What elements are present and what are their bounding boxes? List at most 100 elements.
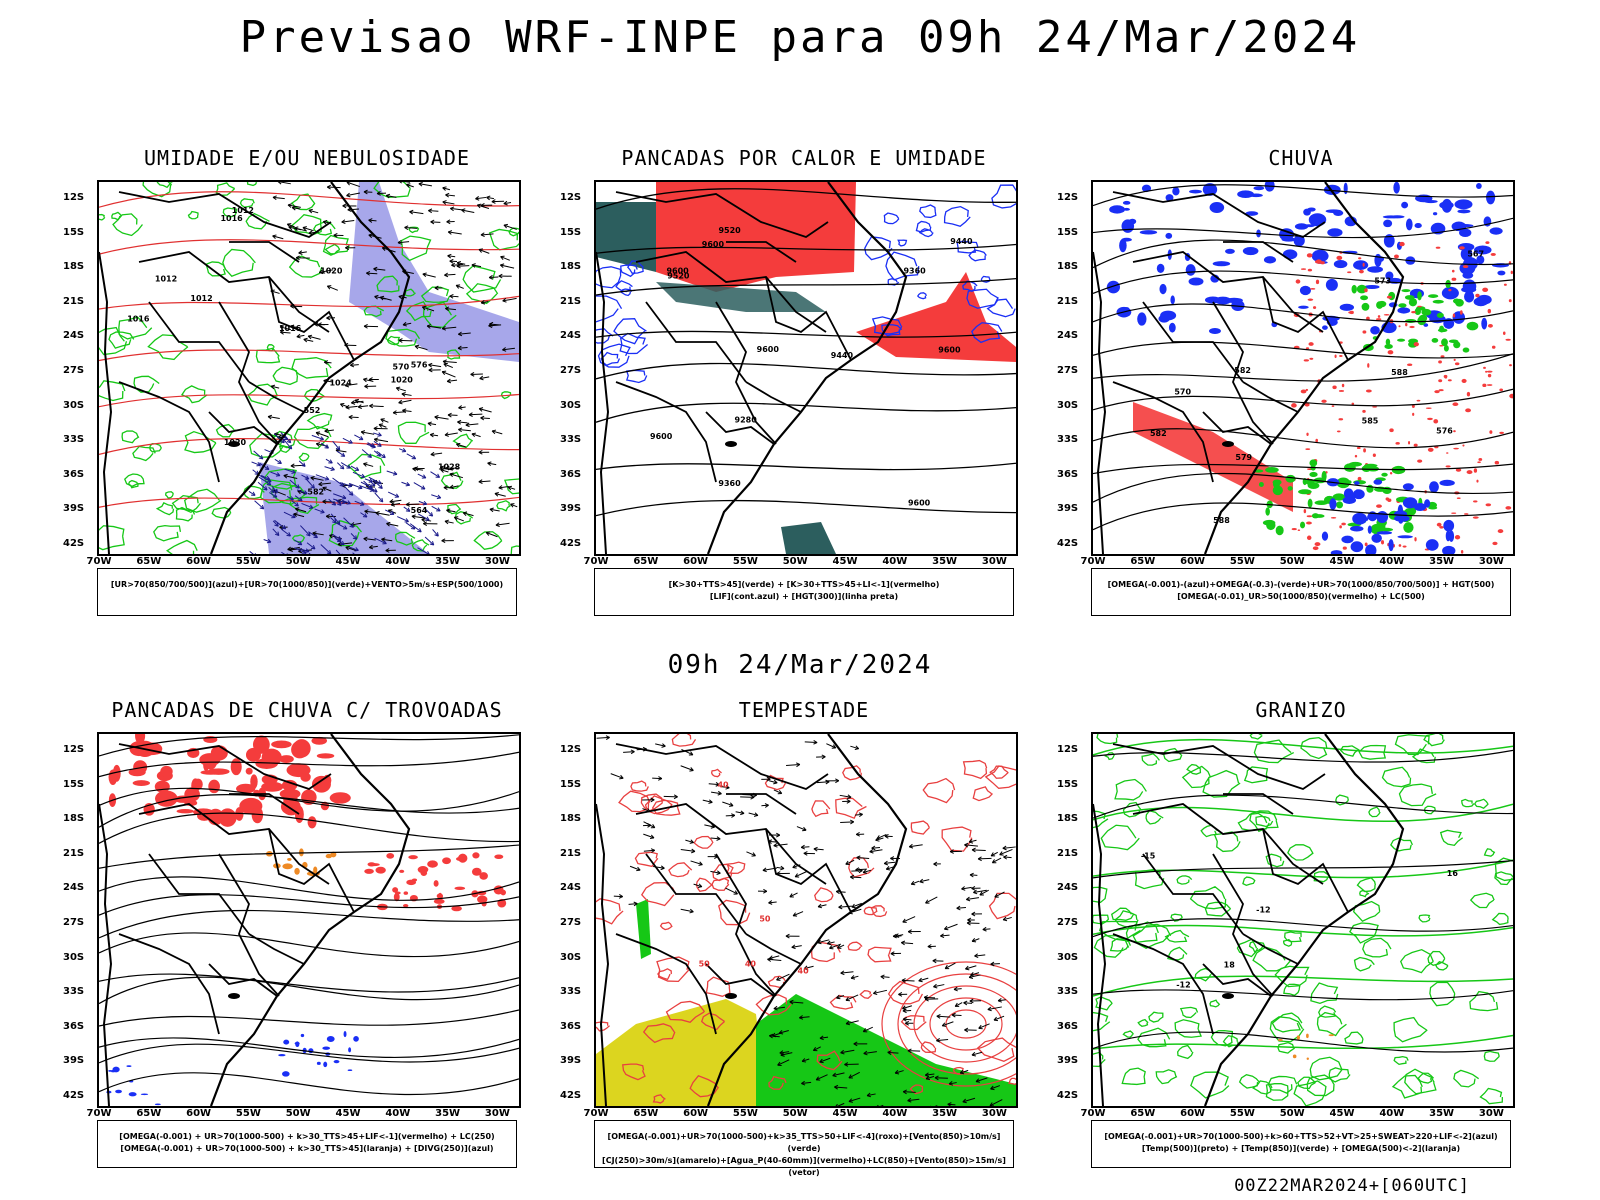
wind-arrow xyxy=(449,295,459,298)
contour-label: 9440 xyxy=(950,237,973,246)
wind850-arrow xyxy=(863,1051,877,1055)
wind850-arrow xyxy=(643,821,656,829)
wind850-arrow xyxy=(825,779,830,785)
green-temp850-contour xyxy=(1368,806,1381,818)
green-rain-area xyxy=(1417,316,1427,326)
wind850-arrow xyxy=(989,1099,1003,1106)
wind850-arrow xyxy=(923,995,928,1000)
red-rain-area xyxy=(1435,246,1441,249)
country-border xyxy=(208,963,278,997)
wind-arrow xyxy=(320,509,325,514)
wind850-arrow xyxy=(944,962,956,970)
wind850-arrow xyxy=(862,869,868,874)
green-temp850-contour xyxy=(1399,948,1434,974)
lat-label: 21S xyxy=(63,295,85,307)
red-water-contour xyxy=(642,1023,676,1044)
wind850-arrow xyxy=(698,861,703,866)
wind850-arrow xyxy=(815,1074,828,1081)
wind-arrow xyxy=(358,405,369,408)
wind-arrow xyxy=(498,273,503,279)
green-temp850-contour xyxy=(1213,831,1241,853)
wind-arrow xyxy=(458,429,471,432)
wind-arrow xyxy=(350,362,355,368)
wind-arrow xyxy=(427,421,432,427)
lat-label: 30S xyxy=(560,399,582,411)
blue-divergence-area xyxy=(126,1065,132,1067)
green-humidity-contour xyxy=(447,503,462,515)
wind-arrow xyxy=(428,367,433,373)
lon-label: 65W xyxy=(136,1108,162,1119)
coastline xyxy=(99,803,113,1106)
wind850-arrow xyxy=(898,992,903,997)
map-frame: 1012 1012 1016 1016 1020 1020 1016 1024 1028 1020… xyxy=(97,180,521,556)
wind-arrow xyxy=(287,444,293,450)
wind850-arrow xyxy=(628,903,638,905)
contour-label: 40 xyxy=(745,960,757,969)
blue-rain-area xyxy=(1159,283,1167,295)
country-border xyxy=(705,963,775,997)
blue-rain-area xyxy=(1459,261,1476,275)
red-rain-area xyxy=(1416,399,1421,402)
red-storm-area xyxy=(284,806,298,816)
wind-arrow xyxy=(491,199,496,204)
wind-arrow xyxy=(430,452,443,456)
wind850-arrow xyxy=(932,958,937,964)
blue-lif-contour xyxy=(597,343,631,368)
wind-arrow xyxy=(352,471,365,478)
temp500-contour xyxy=(1093,989,1513,1001)
green-rain-area xyxy=(1309,459,1318,467)
wind-arrow xyxy=(272,493,278,498)
green-humidity-contour xyxy=(266,344,275,352)
wind-arrow xyxy=(287,203,292,208)
green-rain-area xyxy=(1287,486,1293,491)
green-temp850-contour xyxy=(1093,810,1109,829)
wind850-arrow xyxy=(804,741,818,744)
wind-arrow xyxy=(294,547,307,554)
wind-arrow xyxy=(389,510,395,515)
red-rain-area xyxy=(1364,288,1368,293)
wind-arrow xyxy=(337,537,342,543)
wind-arrow xyxy=(406,503,420,506)
wind850-arrow xyxy=(902,1089,907,1095)
red-rain-area xyxy=(1425,407,1432,409)
wind850-arrow xyxy=(688,751,694,756)
green-humidity-contour xyxy=(394,531,416,546)
wind850-arrow xyxy=(999,851,1004,856)
wind850-arrow xyxy=(840,1049,855,1054)
wind850-arrow xyxy=(969,998,974,1004)
wind-arrow xyxy=(280,330,285,335)
wind-arrow xyxy=(478,479,483,484)
blue-rain-area xyxy=(1429,481,1439,493)
country-border xyxy=(1112,743,1326,790)
country-border xyxy=(229,241,300,263)
wind-arrow xyxy=(259,504,265,510)
wind850-arrow xyxy=(964,842,969,848)
wind-arrow xyxy=(272,520,279,527)
blue-rain-area xyxy=(1389,215,1405,219)
lat-label: 12S xyxy=(1057,744,1079,755)
green-humidity-contour xyxy=(462,265,502,293)
blue-rain-area xyxy=(1383,234,1395,248)
wind850-arrow xyxy=(971,938,977,943)
wind850-arrow xyxy=(965,965,977,970)
contour-label: 582 xyxy=(307,487,324,496)
wind-arrow xyxy=(444,432,458,436)
green-instability-area xyxy=(781,522,836,554)
green-rain-area xyxy=(1453,341,1461,349)
wind-arrow xyxy=(334,536,342,543)
wind850-arrow xyxy=(680,765,694,771)
green-temp850-contour xyxy=(1277,1041,1296,1054)
wind850-arrow xyxy=(848,1097,861,1103)
blue-lif-contour xyxy=(864,236,893,261)
wind-arrow xyxy=(488,274,493,280)
green-rain-area xyxy=(1298,489,1312,495)
wind-arrow xyxy=(430,219,435,225)
wind850-arrow xyxy=(826,743,836,749)
red-water-contour xyxy=(622,1063,646,1081)
wind850-arrow xyxy=(835,1103,838,1106)
red-thickness-line xyxy=(99,239,519,255)
red-storm-area xyxy=(458,853,468,863)
wind-arrow xyxy=(348,491,354,496)
green-temp850-contour xyxy=(1427,950,1446,966)
wind850-arrow xyxy=(801,1080,806,1086)
